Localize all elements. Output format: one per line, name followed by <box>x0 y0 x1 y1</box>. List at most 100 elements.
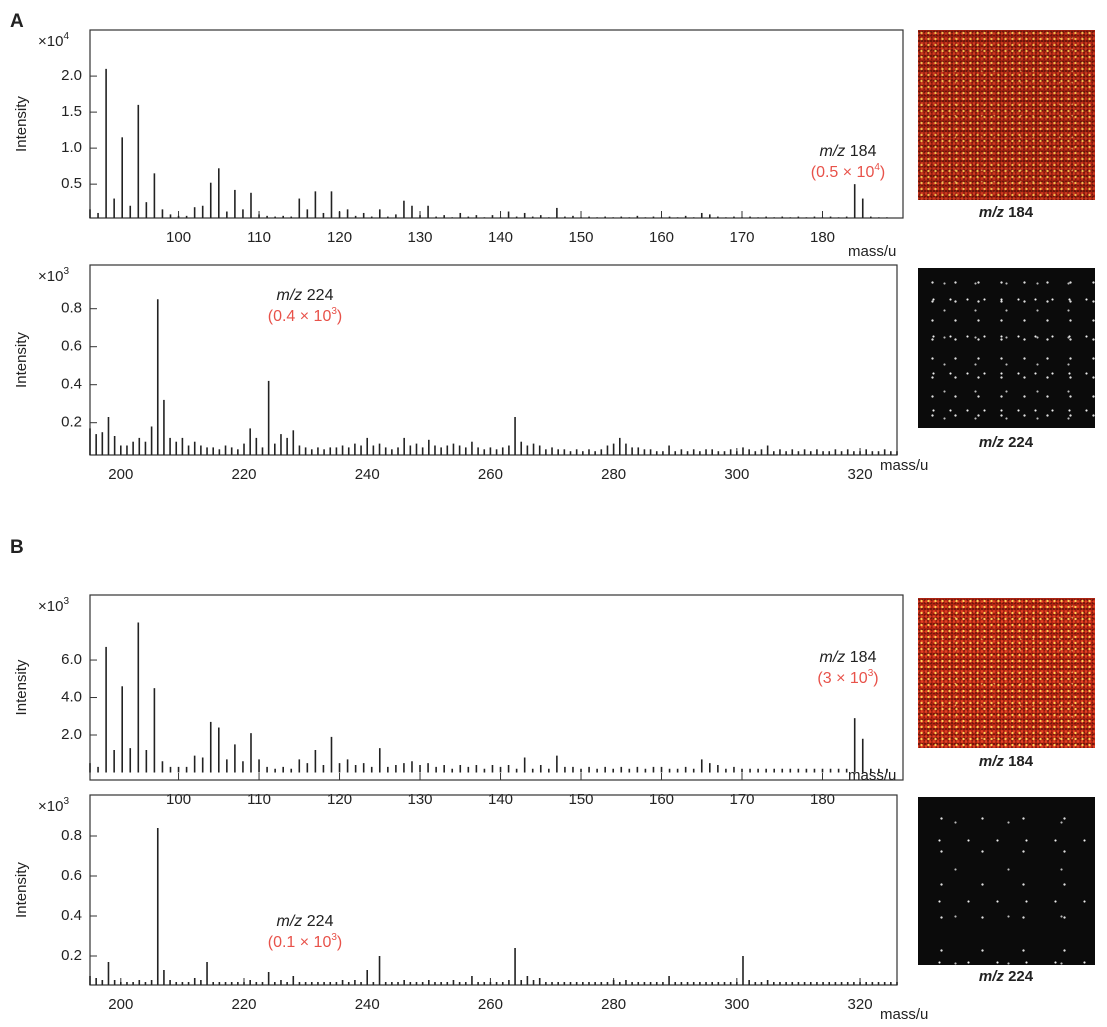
y-tick-label: 0.4 <box>61 907 82 924</box>
image-label-mass: 184 <box>1008 204 1034 221</box>
y-tick-label: 0.5 <box>61 175 82 192</box>
note-exponent: 4 <box>874 162 880 173</box>
y-tick-label: 0.6 <box>61 338 82 355</box>
x-tick-label: 300 <box>724 996 749 1013</box>
y-tick-label: 0.8 <box>61 300 82 317</box>
multiplier-exponent: 3 <box>63 266 69 277</box>
image-label-prefix: m/z <box>979 968 1005 985</box>
y-tick-label: 0.2 <box>61 947 82 964</box>
multiplier-base: ×10 <box>38 33 63 50</box>
y-multiplier: ×103 <box>38 796 69 815</box>
note-close: ) <box>337 934 342 951</box>
note-close: ) <box>337 308 342 325</box>
annotation-prefix: m/z <box>820 143 846 160</box>
x-tick-label: 120 <box>327 791 352 808</box>
x-tick-label: 170 <box>729 791 754 808</box>
image-label-prefix: m/z <box>979 434 1005 451</box>
multiplier-base: ×10 <box>38 798 63 815</box>
note-exponent: 3 <box>868 668 874 679</box>
annotation-note: (0.1 × 103) <box>268 932 343 952</box>
y-tick-label: 1.5 <box>61 103 82 120</box>
x-tick-label: 170 <box>729 229 754 246</box>
annotation-note: (0.5 × 104) <box>811 162 886 182</box>
x-tick-label: 140 <box>488 791 513 808</box>
note: (0.5 × 10 <box>811 164 875 181</box>
plot-frame <box>89 594 904 781</box>
x-tick-label: 150 <box>569 229 594 246</box>
x-tick-label: 120 <box>327 229 352 246</box>
note: (0.1 × 10 <box>268 934 332 951</box>
annotation-prefix: m/z <box>820 649 846 666</box>
y-tick-label: 2.0 <box>61 67 82 84</box>
plot-frame <box>89 264 898 456</box>
x-axis-label: mass/u <box>880 1006 928 1023</box>
x-tick-label: 260 <box>478 466 503 483</box>
x-tick-label: 180 <box>810 229 835 246</box>
x-tick-label: 280 <box>601 466 626 483</box>
x-tick-label: 160 <box>649 229 674 246</box>
x-tick-label: 110 <box>247 791 271 808</box>
note: (0.4 × 10 <box>268 308 332 325</box>
y-tick-label: 0.4 <box>61 376 82 393</box>
x-tick-label: 320 <box>848 466 873 483</box>
annotation: m/z 184 <box>820 649 877 666</box>
x-tick-label: 100 <box>166 791 191 808</box>
note-close: ) <box>873 670 878 687</box>
multiplier-base: ×10 <box>38 268 63 285</box>
image-label-prefix: m/z <box>979 753 1005 770</box>
multiplier-exponent: 4 <box>63 31 69 42</box>
annotation-mass: 224 <box>307 287 334 304</box>
note-exponent: 3 <box>331 306 337 317</box>
x-tick-label: 150 <box>569 791 594 808</box>
y-multiplier: ×103 <box>38 596 69 615</box>
note: (3 × 10 <box>817 670 867 687</box>
image-label: m/z 184 <box>979 753 1034 770</box>
image-label-mass: 224 <box>1008 434 1034 451</box>
image-label: m/z 224 <box>979 968 1034 985</box>
annotation-prefix: m/z <box>277 913 303 930</box>
x-tick-label: 100 <box>166 229 191 246</box>
annotation-note: (0.4 × 103) <box>268 306 343 326</box>
x-tick-label: 220 <box>231 996 256 1013</box>
x-axis-label: mass/u <box>880 457 928 474</box>
image-label: m/z 184 <box>979 204 1034 221</box>
x-tick-label: 240 <box>355 996 380 1013</box>
annotation-mass: 184 <box>850 143 877 160</box>
x-tick-label: 220 <box>231 466 256 483</box>
ion-image <box>918 30 1095 200</box>
x-tick-label: 110 <box>247 229 271 246</box>
x-tick-label: 320 <box>848 996 873 1013</box>
multiplier-base: ×10 <box>38 598 63 615</box>
plot-frame <box>89 29 904 219</box>
y-axis-label: Intensity <box>13 332 30 388</box>
panel-label: A <box>10 11 24 32</box>
ion-image <box>918 268 1095 428</box>
note-exponent: 3 <box>331 932 337 943</box>
ion-image <box>918 797 1095 965</box>
image-label-mass: 224 <box>1008 968 1034 985</box>
x-tick-label: 280 <box>601 996 626 1013</box>
x-tick-label: 260 <box>478 996 503 1013</box>
y-axis-label: Intensity <box>13 96 30 152</box>
x-tick-label: 240 <box>355 466 380 483</box>
x-axis-label: mass/u <box>848 243 896 260</box>
annotation-mass: 224 <box>307 913 334 930</box>
y-multiplier: ×103 <box>38 266 69 285</box>
y-tick-label: 6.0 <box>61 651 82 668</box>
image-label: m/z 224 <box>979 434 1034 451</box>
multiplier-exponent: 3 <box>63 596 69 607</box>
x-axis-label: mass/u <box>848 767 896 784</box>
x-tick-label: 180 <box>810 791 835 808</box>
x-tick-label: 200 <box>108 466 133 483</box>
panel-label: B <box>10 537 24 558</box>
x-tick-label: 200 <box>108 996 133 1013</box>
image-label-prefix: m/z <box>979 204 1005 221</box>
x-tick-label: 160 <box>649 791 674 808</box>
y-multiplier: ×104 <box>38 31 69 50</box>
note-close: ) <box>880 164 885 181</box>
y-axis-label: Intensity <box>13 659 30 715</box>
y-axis-label: Intensity <box>13 862 30 918</box>
y-tick-label: 0.8 <box>61 827 82 844</box>
annotation-prefix: m/z <box>277 287 303 304</box>
